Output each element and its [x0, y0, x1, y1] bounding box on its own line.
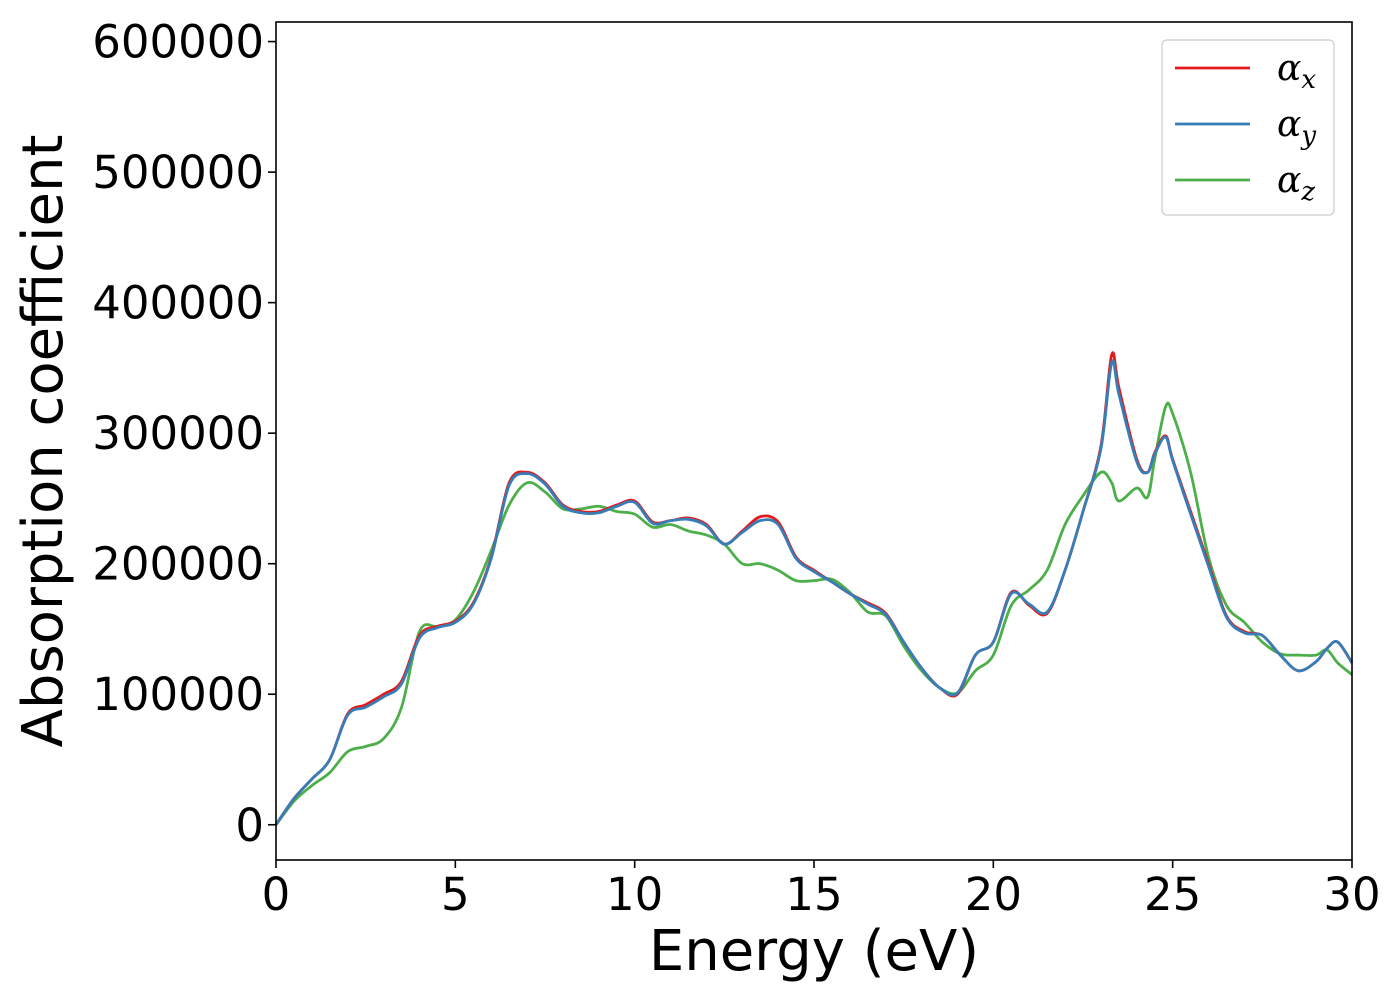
y-tick-label: 400000 [92, 277, 264, 330]
series-line-y [274, 359, 1354, 826]
x-tick-label: 0 [262, 868, 291, 921]
x-tick-label: 30 [1323, 868, 1380, 921]
legend-label-z: αz [1277, 160, 1315, 207]
x-tick-label: 15 [785, 868, 842, 921]
y-tick-label: 200000 [92, 538, 264, 591]
y-tick-label: 500000 [92, 146, 264, 199]
x-tick-label: 5 [441, 868, 470, 921]
y-tick-label: 600000 [92, 16, 264, 69]
series-line-x [274, 351, 1354, 826]
y-axis-ticks: 0 100000 200000 300000 400000 500000 600000 [92, 16, 276, 852]
y-tick-label: 100000 [92, 668, 264, 721]
y-axis-label: Absorption coefficient [11, 135, 76, 748]
x-axis-label: Energy (eV) [649, 919, 979, 984]
x-tick-label: 20 [965, 868, 1022, 921]
x-axis-ticks: 0 5 10 15 20 25 30 [262, 860, 1381, 921]
y-tick-label: 300000 [92, 407, 264, 460]
legend-label-x: αx [1277, 48, 1316, 95]
legend: αx αy αz [1161, 39, 1335, 216]
legend-label-y: αy [1277, 104, 1316, 151]
x-tick-label: 25 [1144, 868, 1201, 921]
x-tick-label: 10 [606, 868, 663, 921]
legend-box [1161, 39, 1335, 216]
y-tick-label: 0 [235, 799, 264, 852]
series-line-z [274, 401, 1353, 826]
plot-lines [274, 351, 1354, 826]
